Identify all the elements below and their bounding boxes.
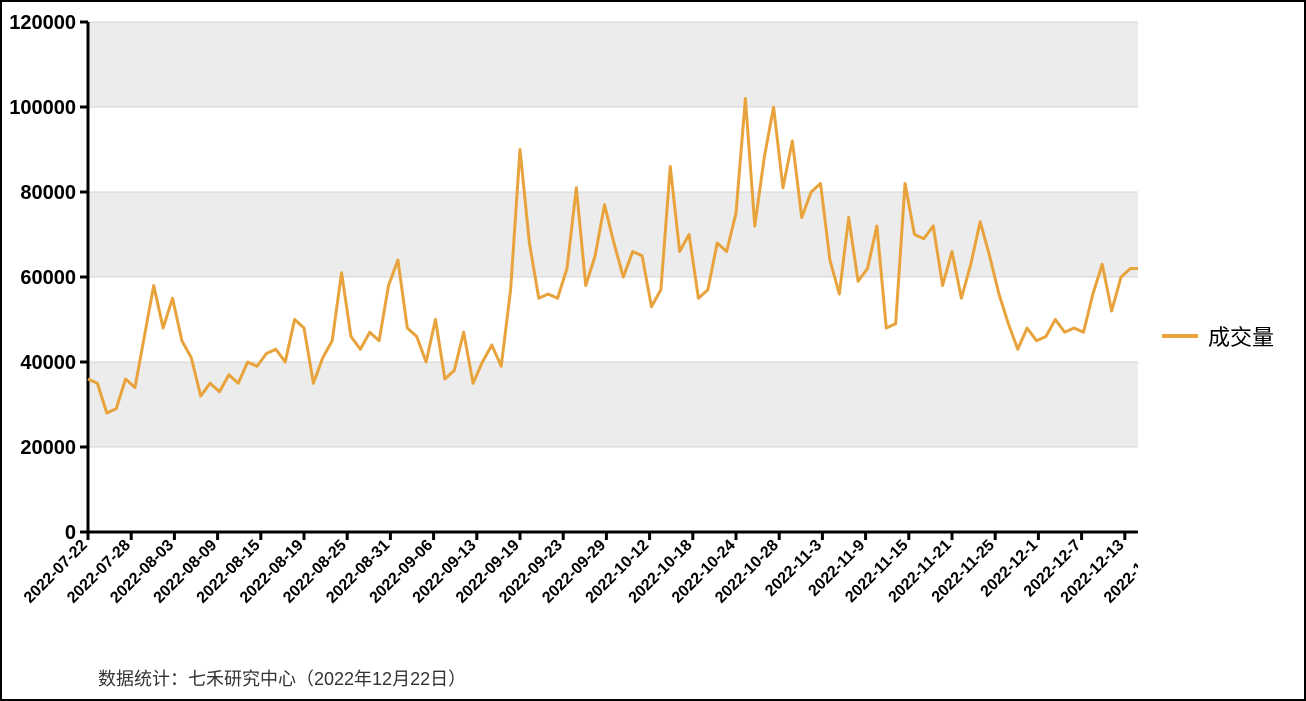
- plot-area: 0200004000060000800001000001200002022-07…: [8, 8, 1138, 663]
- svg-text:80000: 80000: [20, 182, 76, 204]
- chart-container: 0200004000060000800001000001200002022-07…: [0, 0, 1306, 701]
- svg-text:120000: 120000: [9, 12, 76, 34]
- source-line: 数据统计：七禾研究中心（2022年12月22日）: [8, 663, 1298, 693]
- svg-text:60000: 60000: [20, 267, 76, 289]
- legend: 成交量: [1138, 8, 1298, 663]
- svg-text:100000: 100000: [9, 97, 76, 119]
- legend-swatch: [1162, 334, 1198, 338]
- line-chart-svg: 0200004000060000800001000001200002022-07…: [8, 8, 1138, 663]
- legend-label: 成交量: [1208, 320, 1274, 352]
- legend-item: 成交量: [1162, 320, 1274, 352]
- chart-row: 0200004000060000800001000001200002022-07…: [8, 8, 1298, 663]
- svg-text:40000: 40000: [20, 352, 76, 374]
- svg-text:20000: 20000: [20, 437, 76, 459]
